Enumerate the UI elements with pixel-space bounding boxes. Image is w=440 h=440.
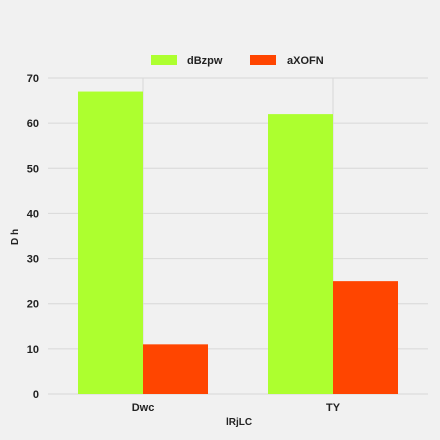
y-tick-label: 40 <box>27 208 39 220</box>
y-tick-label: 50 <box>27 163 39 175</box>
legend-label-series-2: aXOFN <box>287 55 324 67</box>
legend-swatch-series-1 <box>151 55 177 65</box>
y-tick-label: 70 <box>27 73 39 85</box>
y-tick-label: 10 <box>27 344 39 356</box>
bars <box>78 91 398 395</box>
x-axis-ticks: Dwc TY <box>132 402 341 414</box>
legend-label-series-1: dBzpw <box>187 55 223 67</box>
y-tick-label: 60 <box>27 118 39 130</box>
y-tick-label: 30 <box>27 254 39 266</box>
y-tick-label: 20 <box>27 299 39 311</box>
y-axis-label: D h <box>10 229 21 245</box>
x-axis-label: lRjLC <box>226 417 252 428</box>
x-tick-label: Dwc <box>132 402 155 414</box>
legend-swatch-series-2 <box>250 55 276 65</box>
bar-dBzpw-Dwc <box>78 91 143 395</box>
x-tick-label: TY <box>326 402 341 414</box>
bar-aXOFN-TY <box>333 281 398 394</box>
y-axis-ticks: 0 10 20 30 40 50 60 70 <box>27 73 39 401</box>
y-tick-label: 0 <box>33 389 39 401</box>
legend: dBzpw aXOFN <box>151 55 324 67</box>
bar-dBzpw-TY <box>268 114 333 394</box>
bar-aXOFN-Dwc <box>143 344 208 394</box>
